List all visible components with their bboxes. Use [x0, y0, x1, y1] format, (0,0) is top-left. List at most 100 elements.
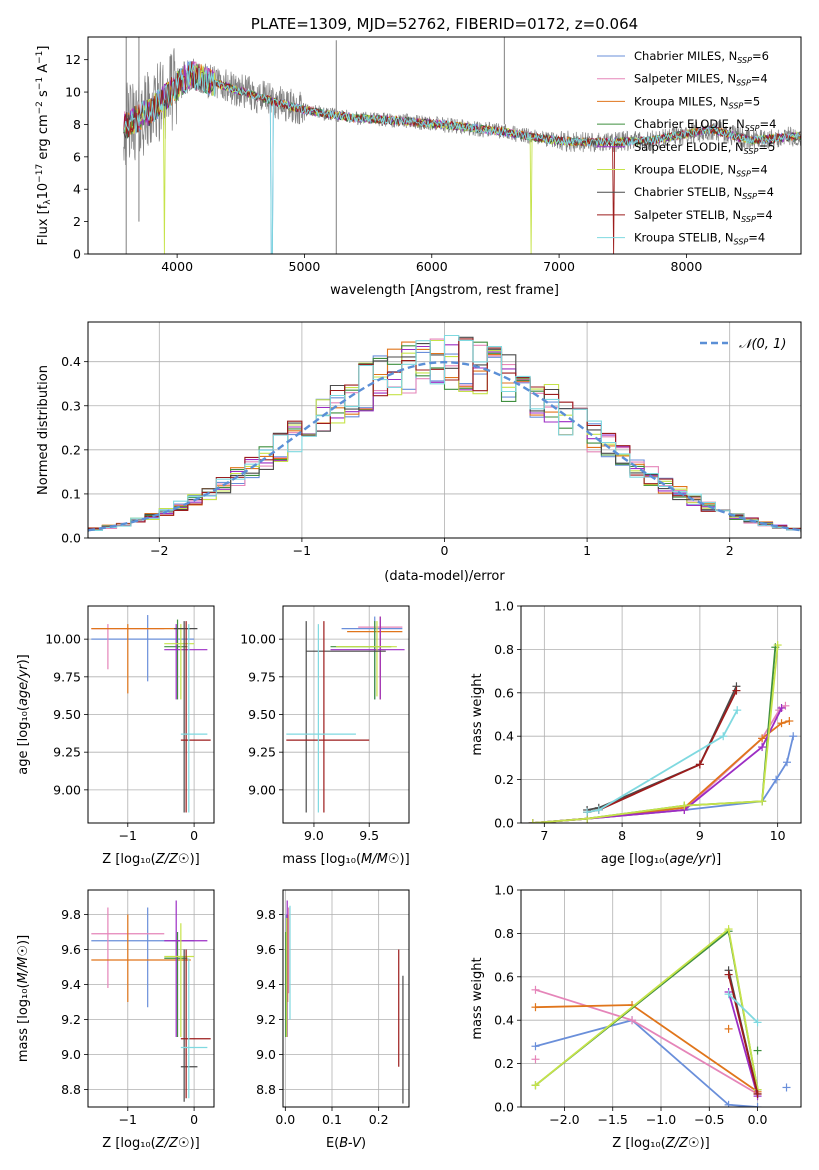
plots-layer: PLATE=1309, MJD=52762, FIBERID=0172, z=0…	[16, 15, 802, 1151]
spectrum-frame	[87, 36, 802, 255]
legend-label-5: Salpeter ELODIE, NSSP=5	[634, 140, 775, 156]
weight-vs-Z-tick-label-y: 1.0	[494, 883, 514, 898]
weight-vs-Z-xlabel: Z [log₁₀(Z/Z☉)]	[612, 1136, 709, 1151]
mass-vs-Z-ylabel: mass [log₁₀(M/M☉)]	[16, 935, 31, 1062]
age-vs-Z-tick-label-x: −1	[119, 828, 137, 843]
weight-vs-Z-marker	[531, 1081, 540, 1090]
weight-vs-age-marker	[695, 760, 704, 769]
residuals-tick-label-x: 2	[726, 543, 734, 558]
mass-vs-ebv-tick-label-y: 9.2	[256, 1012, 276, 1027]
weight-vs-age-tick-label-y: 0.8	[494, 642, 514, 657]
residuals-tick-label-y: 0.1	[61, 486, 81, 501]
spectrum-title: PLATE=1309, MJD=52762, FIBERID=0172, z=0…	[251, 15, 638, 33]
weight-vs-age-marker	[733, 706, 742, 715]
weight-vs-Z-marker	[724, 970, 733, 979]
weight-vs-Z-tick-label-y: 0.2	[494, 1056, 514, 1071]
spectrum-tick-label-x: 6000	[416, 259, 448, 274]
weight-vs-age-tick-label-x: 10	[770, 828, 786, 843]
spectrum-tick-label-y: 6	[73, 149, 81, 164]
mass-vs-Z-tick-label-y: 9.0	[61, 1047, 81, 1062]
gaussian-legend-label: 𝒩(0, 1)	[739, 337, 786, 352]
age-vs-Z-tick-label-y: 9.00	[53, 782, 81, 797]
age-vs-mass-frame	[282, 605, 410, 824]
gaussian-curve	[88, 360, 801, 532]
weight-vs-age-marker	[783, 758, 791, 767]
legend-label-8: Salpeter STELIB, NSSP=4	[634, 208, 773, 224]
weight-vs-Z-tick-label-y: 0.0	[494, 1100, 514, 1115]
legend-label-7: Chabrier STELIB, NSSP=4	[634, 185, 774, 201]
mass-vs-ebv-tick-label-x: 0.0	[275, 1112, 295, 1127]
residuals-tick-label-x: −1	[293, 543, 311, 558]
legend-label-9: Kroupa STELIB, NSSP=4	[634, 231, 765, 247]
mass-vs-Z-xlabel: Z [log₁₀(Z/Z☉)]	[102, 1136, 199, 1151]
weight-vs-Z-marker	[531, 985, 540, 994]
age-vs-Z-tick-label-y: 9.50	[53, 707, 81, 722]
mass-vs-Z-frame	[87, 889, 215, 1108]
residual-histogram-9	[88, 334, 801, 532]
weight-vs-age-tick-label-x: 8	[618, 828, 626, 843]
mass-vs-Z-tick-label-x: −1	[119, 1112, 137, 1127]
mass-vs-Z-tick-label-y: 9.4	[61, 977, 81, 992]
mass-vs-ebv-tick-label-x: 0.1	[322, 1112, 342, 1127]
weight-vs-age-marker	[680, 801, 689, 810]
weight-vs-age-tick-label-y: 0.4	[494, 729, 514, 744]
age-vs-Z-frame	[87, 605, 215, 824]
weight-vs-age-line-7	[586, 685, 738, 811]
weight-vs-Z-marker	[531, 1042, 540, 1051]
age-vs-mass-tick-label-x: 9.5	[359, 828, 379, 843]
mass-vs-ebv-tick-label-y: 9.4	[256, 977, 276, 992]
age-vs-mass-point-9	[286, 624, 356, 813]
spectrum-tick-label-y: 8	[73, 117, 81, 132]
spectrum-tick-label-x: 7000	[543, 259, 575, 274]
weight-vs-Z-tick-label-y: 0.8	[494, 926, 514, 941]
weight-vs-age-marker	[773, 641, 782, 650]
legend-label-3: Kroupa MILES, NSSP=5	[634, 94, 760, 110]
weight-vs-age-marker	[583, 808, 592, 817]
residuals-tick-label-x: 0	[441, 543, 449, 558]
residuals-tick-label-x: 1	[583, 543, 591, 558]
residuals-frame	[87, 321, 802, 539]
weight-vs-age-marker	[594, 805, 603, 814]
age-vs-mass-point-8	[286, 621, 370, 813]
mass-vs-Z-tick-label-x: 0	[190, 1112, 198, 1127]
weight-vs-Z-marker	[724, 925, 733, 934]
mass-vs-ebv-tick-label-y: 9.8	[256, 907, 276, 922]
weight-vs-age-marker	[758, 797, 767, 806]
mass-vs-Z-point-6	[164, 923, 195, 1037]
age-vs-mass-tick-label-y: 9.50	[248, 707, 276, 722]
mass-vs-ebv-tick-label-y: 9.0	[256, 1047, 276, 1062]
age-vs-mass-tick-label-y: 9.00	[248, 782, 276, 797]
mass-vs-ebv-tick-label-y: 9.6	[256, 942, 276, 957]
weight-vs-Z-marker	[724, 990, 733, 999]
weight-vs-Z-marker	[724, 1100, 733, 1107]
weight-vs-Z-tick-label-x: −1.5	[598, 1112, 628, 1127]
age-vs-Z-xlabel: Z [log₁₀(Z/Z☉)]	[102, 852, 199, 867]
age-vs-mass-tick-label-y: 9.75	[248, 669, 276, 684]
legend-label-6: Kroupa ELODIE, NSSP=4	[634, 163, 768, 179]
age-vs-mass-point-6	[336, 621, 397, 697]
weight-vs-age-xlabel: age [log₁₀(age/yr)]	[601, 852, 722, 867]
residuals-tick-label-x: −2	[150, 543, 168, 558]
mass-vs-ebv-frame	[282, 889, 410, 1108]
weight-vs-Z-frame	[520, 889, 802, 1108]
spectrum-tick-label-y: 4	[73, 182, 81, 197]
weight-vs-age-marker	[772, 775, 781, 784]
weight-vs-age-marker	[758, 743, 767, 752]
legend-label-4: Chabrier ELODIE, NSSP=4	[634, 117, 776, 133]
age-vs-mass-point-7	[305, 621, 386, 813]
weight-vs-Z-tick-label-x: −0.5	[694, 1112, 724, 1127]
residuals-tick-label-y: 0.4	[61, 354, 81, 369]
spectrum-tick-label-y: 2	[73, 214, 81, 229]
weight-vs-Z-extra-marker	[531, 1055, 540, 1064]
age-vs-mass-point-5	[330, 616, 405, 700]
weight-vs-age-marker	[785, 717, 794, 726]
age-vs-mass-tick-label-y: 10.00	[240, 632, 276, 647]
weight-vs-age-tick-label-x: 7	[540, 828, 548, 843]
weight-vs-age-marker	[732, 686, 741, 695]
mass-vs-Z-tick-label-y: 9.2	[61, 1012, 81, 1027]
residuals-ylabel: Normed distribution	[36, 365, 51, 495]
weight-vs-Z-line-5	[727, 991, 759, 1097]
age-vs-mass-tick-label-y: 9.25	[248, 745, 276, 760]
weight-vs-age-marker	[758, 734, 767, 743]
